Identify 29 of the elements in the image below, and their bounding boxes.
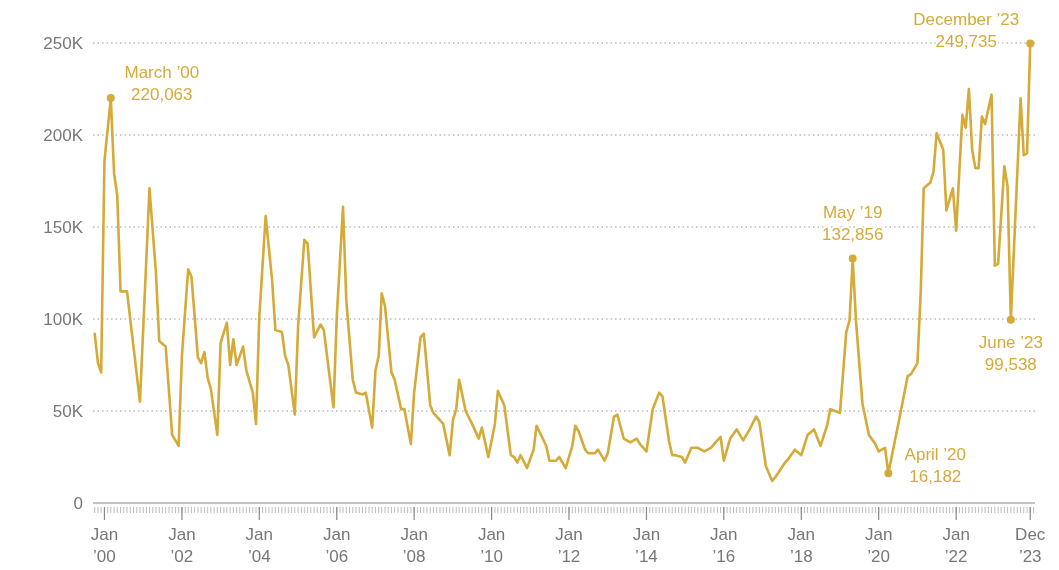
annotation: May ’19 132,856: [821, 202, 884, 244]
point: [884, 469, 893, 478]
y-tick-label: 200K: [43, 126, 84, 145]
x-tick-label: Jan ’22: [942, 525, 970, 566]
annotation: December ’23 249,735: [913, 10, 1020, 52]
x-tick-label: Jan ’02: [168, 525, 196, 566]
x-tick-label: Jan ’04: [245, 525, 273, 566]
x-tick-label: Jan ’10: [477, 525, 506, 566]
y-tick-label: 50K: [52, 402, 84, 421]
x-tick-label: Dec ’23: [1015, 525, 1046, 566]
annotation: June ’23 99,538: [978, 332, 1043, 374]
point: [848, 254, 857, 263]
x-tick-label: Jan ’14: [632, 525, 661, 566]
point: [106, 94, 115, 103]
annotation: March ’00 220,063: [124, 63, 200, 105]
y-tick-label: 250K: [43, 34, 84, 53]
point: [1006, 315, 1015, 324]
x-tick-label: Jan ’08: [400, 525, 428, 566]
y-tick-label: 150K: [43, 218, 84, 237]
x-tick-label: Jan ’16: [710, 525, 738, 566]
point: [1026, 39, 1035, 48]
y-tick-label: 0: [73, 494, 83, 513]
x-tick-label: Jan ’12: [555, 525, 583, 566]
x-tick-label: Jan ’06: [323, 525, 351, 566]
x-tick-label: Jan ’00: [90, 525, 119, 566]
annotation: April ’20 16,182: [904, 445, 967, 487]
x-tick-label: Jan ’18: [787, 525, 816, 566]
x-tick-label: Jan ’20: [864, 525, 893, 566]
y-tick-label: 100K: [43, 310, 84, 329]
